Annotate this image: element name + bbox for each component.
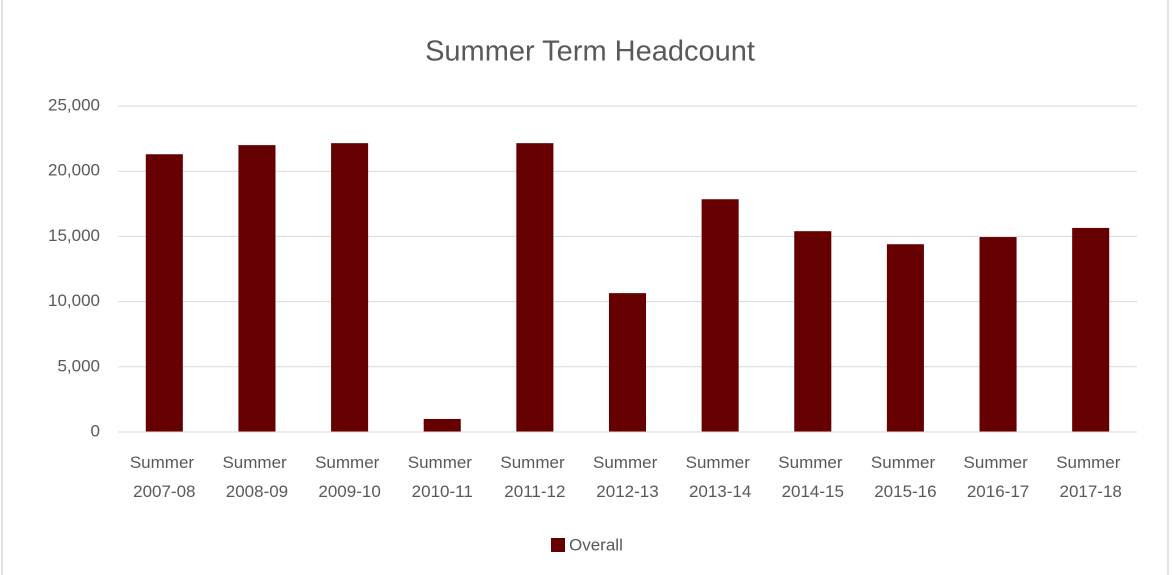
y-tick-label: 0 [91,421,100,440]
bar [1072,227,1110,432]
y-tick-label: 5,000 [57,356,100,375]
x-tick-label: Summer 2015-16 [871,453,940,501]
bar [701,199,739,432]
y-tick-label: 25,000 [48,95,100,114]
chart-title: Summer Term Headcount [425,36,755,68]
x-tick-label: Summer 2012-13 [593,453,662,501]
x-tick-label: Summer 2016-17 [964,453,1033,501]
x-tick-label: Summer 2009-10 [315,453,384,501]
y-tick-label: 20,000 [48,161,100,180]
bar [886,244,924,432]
y-tick-label: 15,000 [48,226,100,245]
legend-label: Overall [569,535,623,554]
x-tick-label: Summer 2013-14 [686,453,755,501]
x-tick-label: Summer 2008-09 [222,453,291,501]
y-tick-label: 10,000 [48,291,100,310]
bar [794,231,832,432]
x-tick-label: Summer 2007-08 [130,453,199,501]
x-tick-label: Summer 2010-11 [408,453,477,501]
bar [238,145,276,432]
x-tick-label: Summer 2014-15 [778,453,847,501]
bar [608,293,647,432]
bar [423,418,461,432]
x-tick-label: Summer 2017-18 [1056,453,1125,501]
bar [516,143,554,432]
bar [979,237,1017,432]
legend-swatch [551,538,565,552]
bar [331,143,369,432]
x-tick-label: Summer 2011-12 [500,453,569,501]
bar [145,154,183,433]
